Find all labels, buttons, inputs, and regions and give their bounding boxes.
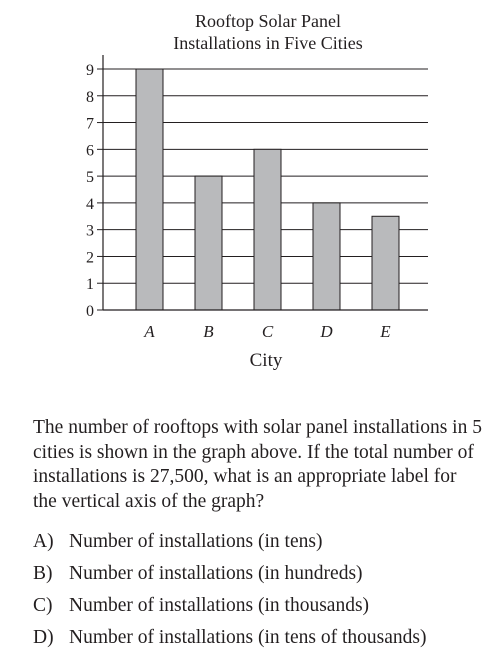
bar-c xyxy=(253,148,282,311)
choice-text: Number of installations (in thousands) xyxy=(69,595,370,616)
y-tick-label: 1 xyxy=(86,276,94,293)
question-text: The number of rooftops with solar panel … xyxy=(33,417,482,512)
chart-title-line: Installations in Five Cities xyxy=(173,33,363,53)
choice-b[interactable]: B) Number of installations (in hundreds) xyxy=(33,558,426,590)
chart-title-line: Rooftop Solar Panel xyxy=(195,11,341,31)
y-tick-label: 4 xyxy=(86,196,94,213)
x-tick-label: C xyxy=(262,322,274,341)
y-tick-label: 8 xyxy=(86,89,94,106)
y-tick-label: 2 xyxy=(86,249,94,266)
x-axis-label: City xyxy=(250,350,283,371)
y-tick-label: 7 xyxy=(86,116,94,133)
choice-letter: D) xyxy=(33,627,54,648)
bar-d xyxy=(312,202,341,311)
y-tick-label: 3 xyxy=(86,223,94,240)
choice-text: Number of installations (in tens of thou… xyxy=(69,627,427,648)
choice-text: Number of installations (in hundreds) xyxy=(69,563,363,584)
choice-a[interactable]: A) Number of installations (in tens) xyxy=(33,526,426,558)
y-tick-label: 0 xyxy=(86,303,94,320)
answer-choices: A) Number of installations (in tens) B) Nu… xyxy=(33,526,426,654)
y-tick-label: 9 xyxy=(86,62,94,79)
x-tick-label: E xyxy=(379,322,391,341)
x-tick-label: D xyxy=(319,322,333,341)
choice-d[interactable]: D) Number of installations (in tens of th… xyxy=(33,622,426,654)
choice-c[interactable]: C) Number of installations (in thousands) xyxy=(33,590,426,622)
bar-a xyxy=(135,68,164,311)
choice-letter: B) xyxy=(33,563,53,584)
x-tick-label: A xyxy=(143,322,155,341)
x-tick-label: B xyxy=(203,322,214,341)
bar-e xyxy=(371,215,400,311)
y-tick-label: 5 xyxy=(86,169,94,186)
choice-text: Number of installations (in tens) xyxy=(69,531,323,552)
choice-letter: A) xyxy=(33,531,54,552)
choice-letter: C) xyxy=(33,595,53,616)
y-tick-label: 6 xyxy=(86,142,94,159)
bar-b xyxy=(194,175,223,311)
